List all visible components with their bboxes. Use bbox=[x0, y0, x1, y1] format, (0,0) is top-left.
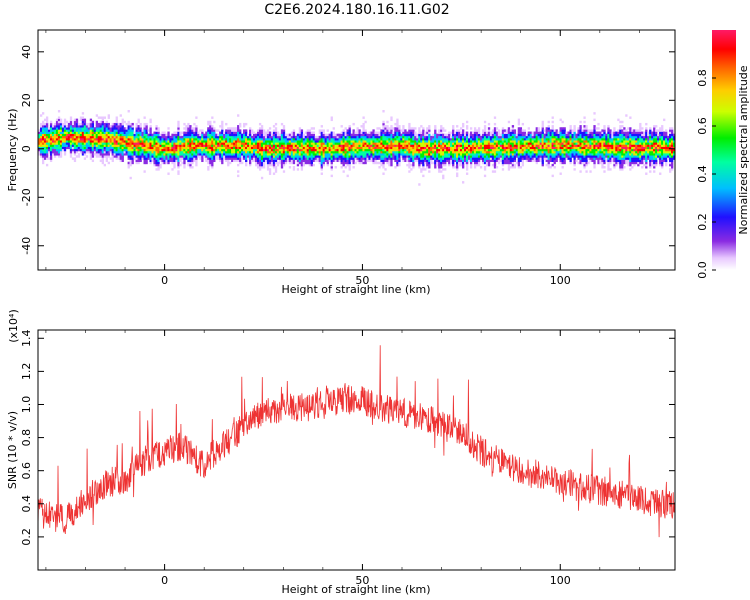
x-tick-label: 50 bbox=[355, 274, 369, 287]
snr-series-line bbox=[37, 345, 676, 538]
colorbar-tick-label: 0.8 bbox=[696, 69, 709, 87]
x-tick-label: 0 bbox=[161, 274, 168, 287]
y-tick-label: 0.6 bbox=[20, 462, 33, 480]
x-tick-label: 100 bbox=[550, 274, 571, 287]
y-tick-label: 1.0 bbox=[20, 396, 33, 414]
spectrogram-ticks: 0 50 100 -40 -20 0 20 40 bbox=[20, 30, 675, 287]
y-tick-label: 20 bbox=[20, 93, 33, 107]
snr-y-label: SNR (10 * v/v) bbox=[6, 411, 19, 489]
y-tick-label: -20 bbox=[20, 188, 33, 206]
x-tick-label: 100 bbox=[550, 574, 571, 587]
y-tick-label: 1.4 bbox=[20, 330, 33, 348]
colorbar: 0.0 0.2 0.4 0.6 0.8 Normalized spectral ampl… bbox=[696, 30, 750, 279]
colorbar-tick-label: 0.2 bbox=[696, 213, 709, 231]
y-tick-label: 1.2 bbox=[20, 363, 33, 381]
y-tick-label: 0.4 bbox=[20, 495, 33, 513]
spectrogram-x-label: Height of straight line (km) bbox=[281, 283, 430, 296]
snr-panel: 0 50 100 0.2 0.4 0.6 0.8 1.0 1.2 1.4 Height of st… bbox=[6, 309, 676, 596]
snr-ticks: 0 50 100 0.2 0.4 0.6 0.8 1.0 1.2 1.4 bbox=[20, 330, 675, 587]
y-tick-label: 0.8 bbox=[20, 429, 33, 447]
colorbar-gradient bbox=[712, 30, 736, 270]
y-tick-label: 0 bbox=[20, 145, 33, 152]
colorbar-label: Normalized spectral amplitude bbox=[737, 65, 750, 234]
y-tick-label: 0.2 bbox=[20, 528, 33, 546]
snr-frame bbox=[37, 329, 676, 571]
snr-plot-area bbox=[38, 330, 675, 570]
figure-title: C2E6.2024.180.16.11.G02 bbox=[264, 2, 449, 18]
spectrogram-panel: 0 50 100 -40 -20 0 20 40 Height of straight lin… bbox=[6, 29, 676, 296]
colorbar-tick-label: 0.0 bbox=[696, 261, 709, 279]
snr-x-label: Height of straight line (km) bbox=[281, 583, 430, 596]
colorbar-tick-label: 0.6 bbox=[696, 117, 709, 135]
x-tick-label: 50 bbox=[355, 574, 369, 587]
spectrogram-y-label: Frequency (Hz) bbox=[6, 109, 19, 192]
y-tick-label: 40 bbox=[20, 45, 33, 59]
y-tick-label: -40 bbox=[20, 237, 33, 255]
spectrogram-frame bbox=[37, 29, 676, 271]
x-tick-label: 0 bbox=[161, 574, 168, 587]
spectrogram-image bbox=[38, 110, 676, 186]
snr-y-multiplier: (x10⁴) bbox=[7, 309, 20, 343]
colorbar-ticks: 0.0 0.2 0.4 0.6 0.8 bbox=[696, 69, 716, 279]
colorbar-tick-label: 0.4 bbox=[696, 165, 709, 183]
